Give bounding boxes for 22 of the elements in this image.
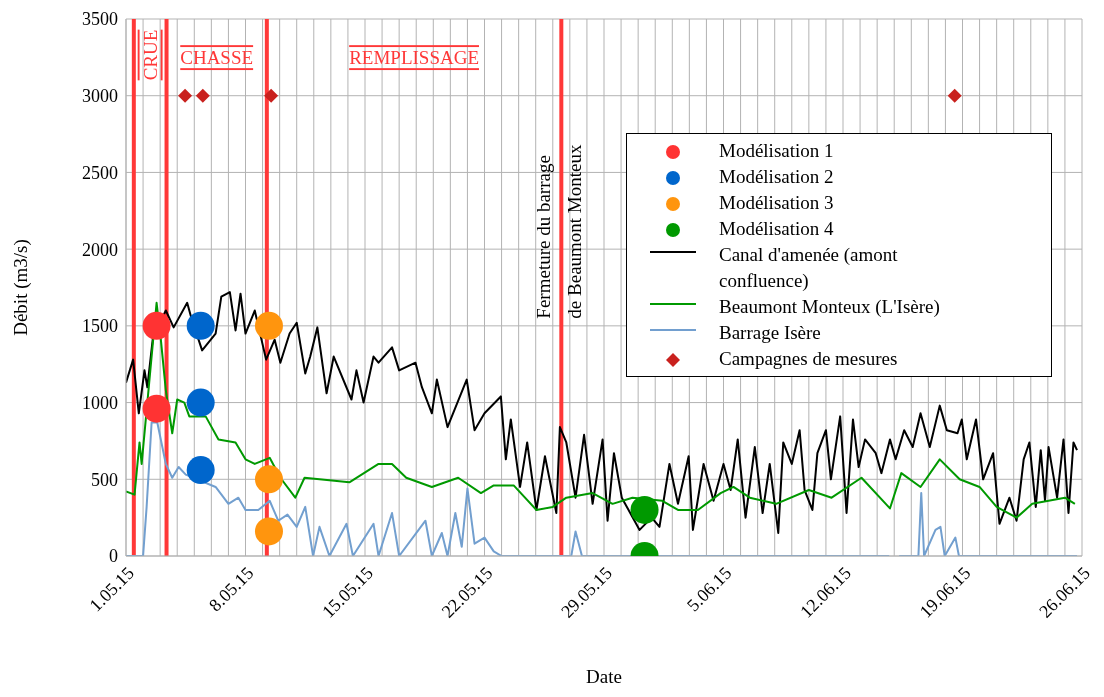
annotation: CHASSE <box>180 47 254 69</box>
annotation: REMPLISSAGE <box>349 47 480 69</box>
y-tick-label: 1000 <box>82 392 118 413</box>
legend-label: Modélisation 2 <box>719 165 835 189</box>
legend-label: Modélisation 3 <box>719 191 835 215</box>
x-axis-title: Date <box>586 666 622 687</box>
legend-label: Barrage Isère <box>719 321 822 345</box>
y-tick-label: 0 <box>109 546 118 567</box>
legend-label: Canal d'amenée (amont confluence) <box>719 243 899 293</box>
y-axis-title: Débit (m3/s) <box>9 239 32 336</box>
legend-label: Modélisation 1 <box>719 139 835 163</box>
y-tick-label: 2500 <box>82 162 118 183</box>
y-tick-label: 3000 <box>82 86 118 107</box>
ref-line-label: Fermeture du barrage de Beaumont Monteux <box>532 144 585 319</box>
y-tick-label: 3500 <box>82 9 118 30</box>
y-tick-label: 500 <box>91 469 118 490</box>
legend-label: Beaumont Monteux (L'Isère) <box>719 295 941 319</box>
y-tick-label: 2000 <box>82 239 118 260</box>
legend-label: Modélisation 4 <box>719 217 835 241</box>
y-tick-label: 1500 <box>82 316 118 337</box>
annotation: CRUE <box>139 29 161 81</box>
legend-label: Campagnes de mesures <box>719 347 899 371</box>
